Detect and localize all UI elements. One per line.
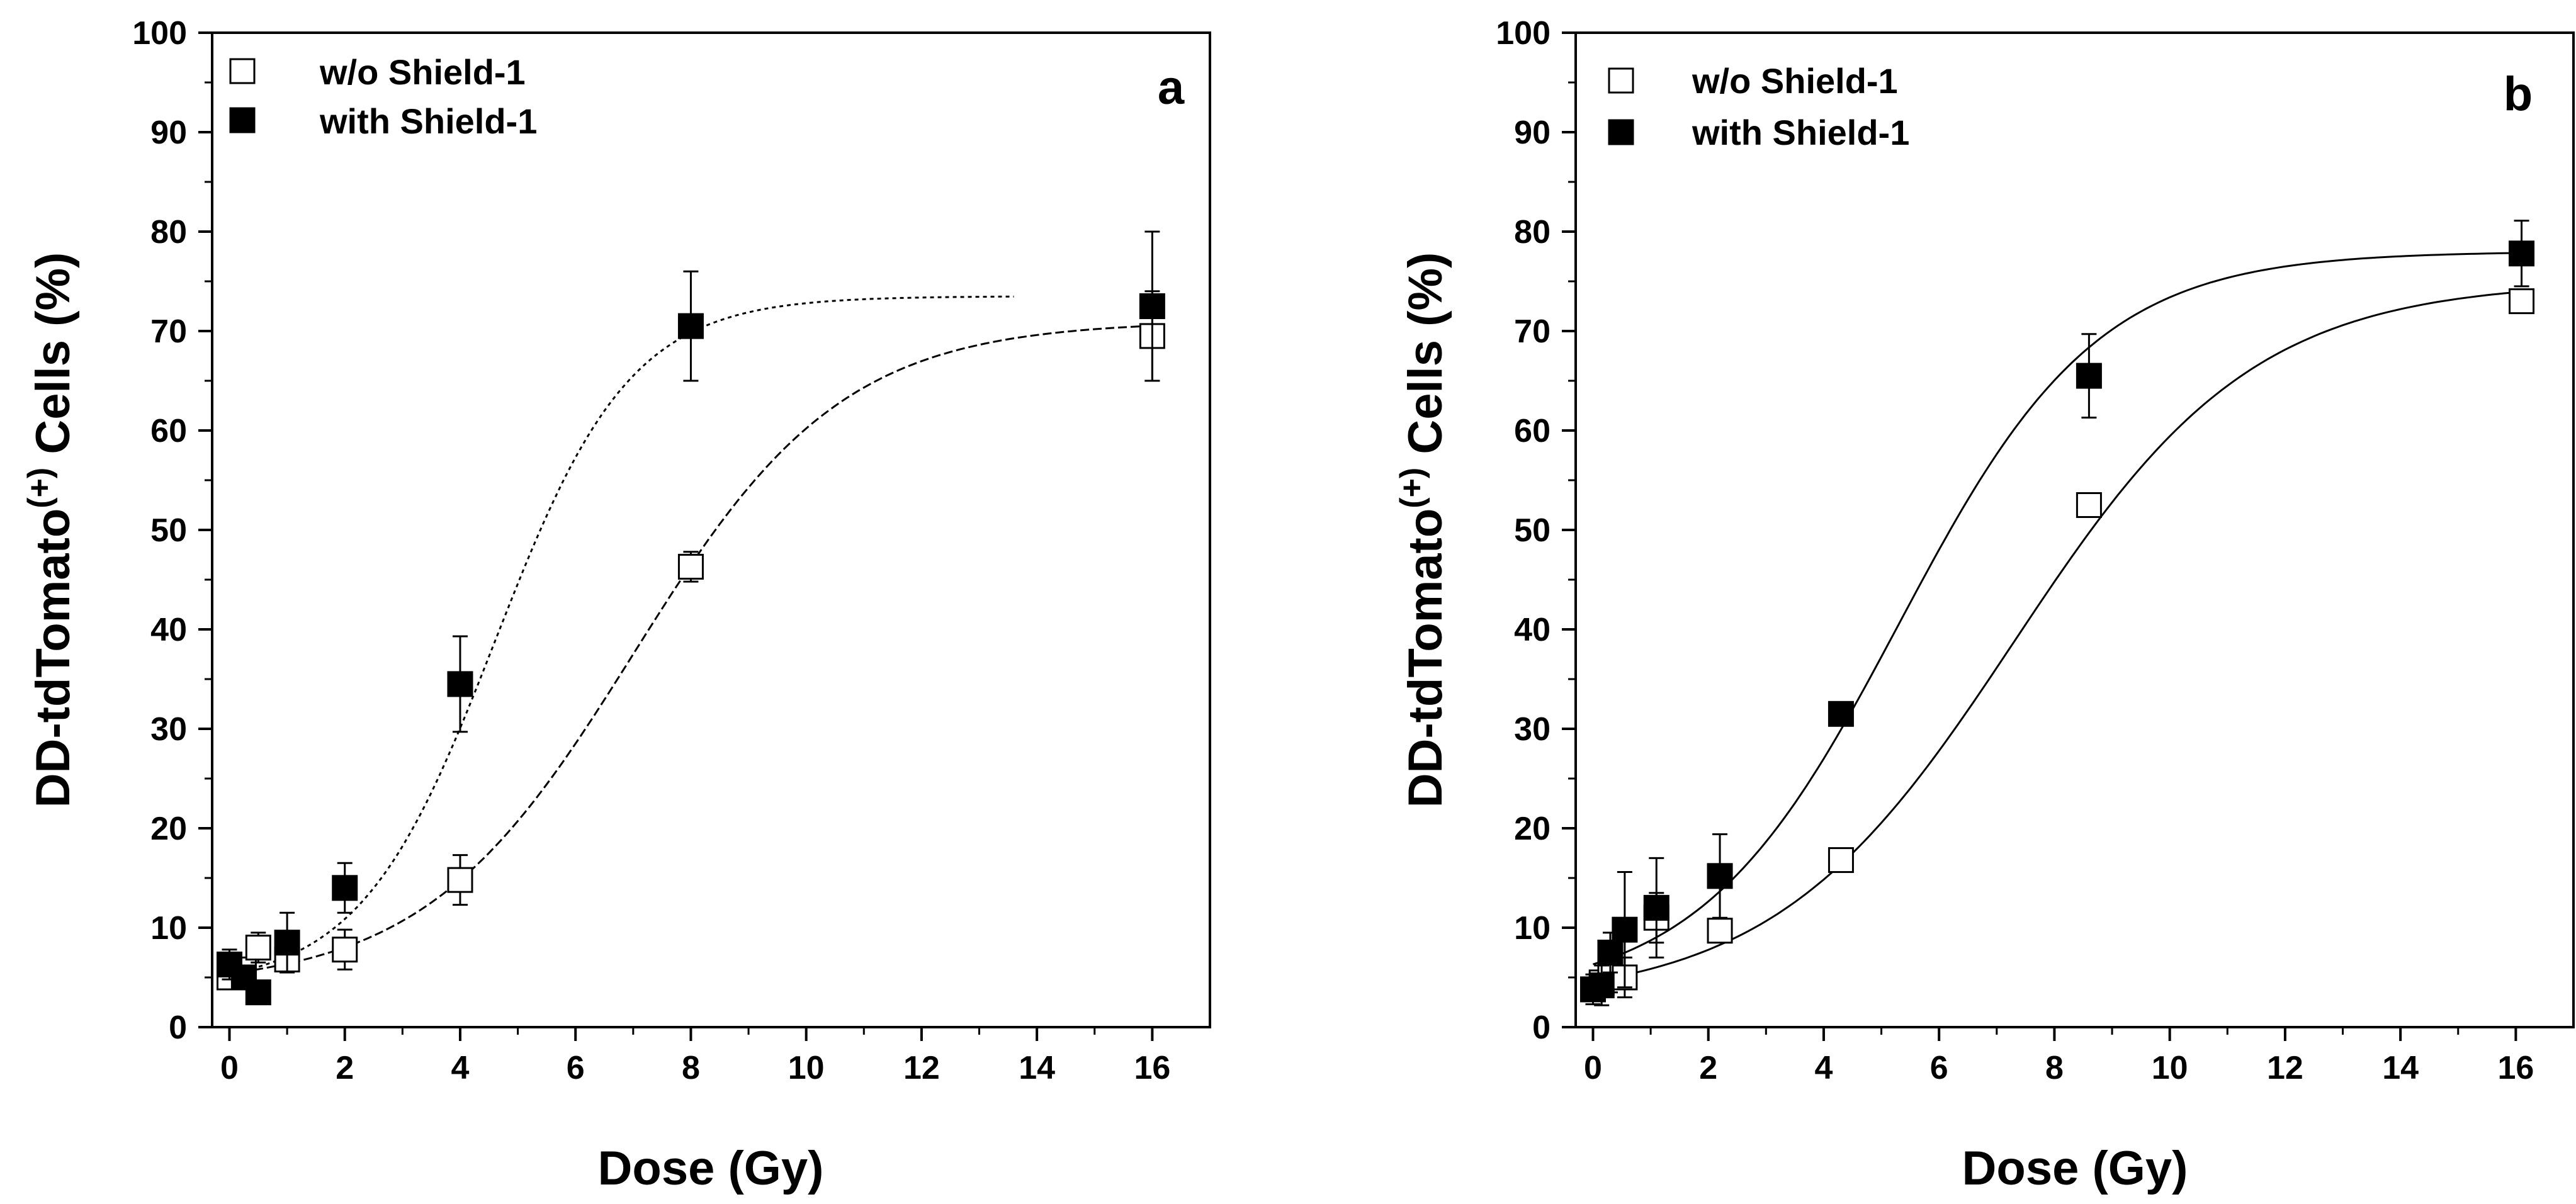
y-tick-label: 10	[150, 910, 187, 947]
panel-a: 0 2 4 6 8 10 12 14 16 0 10 20 30 40 50 60 70 80 90 100 a w/…	[21, 15, 1211, 1195]
data-point-with-shield	[230, 964, 257, 991]
legend: w/o Shield-1 with Shield-1	[229, 52, 537, 141]
data-point-without-shield	[677, 553, 704, 580]
data-point-with-shield	[677, 313, 704, 339]
y-tick-label: 0	[1532, 1010, 1551, 1046]
panel-b: 0 2 4 6 8 10 12 14 16 0 10 20 30 40 50 60 70 80 90 100 b w/…	[1394, 15, 2575, 1195]
data-point-without-shield	[2076, 492, 2102, 518]
data-point-without-shield	[245, 935, 271, 961]
data-point-with-shield	[274, 930, 300, 956]
y-tick-label: 10	[1514, 910, 1551, 947]
x-tick-label: 8	[2045, 1050, 2064, 1086]
data-point-with-shield	[1139, 293, 1165, 319]
y-tick-label: 50	[150, 512, 187, 549]
y-tick-label: 70	[150, 313, 187, 350]
x-tick-label: 10	[2152, 1050, 2188, 1086]
data-point-without-shield	[2509, 288, 2535, 315]
legend-entry-with-shield: with Shield-1	[319, 101, 537, 141]
x-tick-label: 4	[451, 1050, 469, 1086]
y-tick-label: 50	[1514, 512, 1551, 549]
x-tick-label: 10	[788, 1050, 825, 1086]
y-axis-title: DD-tdTomato(+) Cells (%)	[21, 252, 80, 808]
legend-marker-open-square	[229, 58, 256, 84]
x-tick-label: 2	[336, 1050, 354, 1086]
fit-curve	[229, 325, 1153, 975]
fit-curve	[1593, 252, 2516, 965]
x-tick-label: 14	[1019, 1050, 1055, 1086]
data-point-without-shield	[447, 867, 473, 893]
y-tick-label: 40	[150, 612, 187, 648]
x-tick-label: 2	[1699, 1050, 1717, 1086]
y-tick-label: 60	[150, 413, 187, 449]
y-tick-label: 0	[169, 1010, 187, 1046]
data-point-with-shield	[2509, 240, 2535, 267]
data-point-without-shield	[1707, 918, 1733, 944]
data-point-without-shield	[332, 937, 358, 963]
data-point-with-shield	[1707, 863, 1733, 889]
x-axis-title: Dose (Gy)	[1962, 1142, 2188, 1195]
data-point-with-shield	[332, 875, 358, 901]
x-tick-label: 6	[567, 1050, 585, 1086]
y-tick-label: 100	[1496, 15, 1551, 52]
y-tick-label: 40	[1514, 612, 1551, 648]
data-point-with-shield	[245, 979, 271, 1006]
y-tick-label: 20	[1514, 811, 1551, 847]
x-tick-label: 12	[2267, 1050, 2303, 1086]
data-point-with-shield	[1588, 972, 1615, 999]
x-tick-label: 16	[1134, 1050, 1170, 1086]
plot-frame	[211, 31, 1211, 1028]
data-point-with-shield	[216, 951, 242, 977]
y-tick-label: 90	[1514, 115, 1551, 151]
x-tick-label: 16	[2497, 1050, 2534, 1086]
y-tick-label: 100	[132, 15, 187, 52]
data-point-with-shield	[1827, 700, 1854, 727]
data-point-with-shield	[2076, 363, 2102, 389]
legend-marker-open-square	[1608, 67, 1634, 94]
x-axis-title: Dose (Gy)	[598, 1142, 824, 1195]
x-tick-label: 0	[220, 1050, 239, 1086]
y-axis-title: DD-tdTomato(+) Cells (%)	[1394, 252, 1452, 808]
legend-entry-without-shield: w/o Shield-1	[1692, 61, 1898, 101]
x-tick-label: 8	[682, 1050, 700, 1086]
y-tick-label: 30	[150, 711, 187, 748]
data-point-with-shield	[1597, 940, 1624, 965]
panel-letter: a	[1158, 61, 1185, 115]
y-tick-label: 90	[150, 115, 187, 151]
y-tick-label: 30	[1514, 711, 1551, 748]
data-point-without-shield	[1827, 847, 1854, 874]
y-tick-label: 80	[150, 214, 187, 250]
x-tick-label: 4	[1814, 1050, 1833, 1086]
data-point-with-shield	[447, 671, 473, 697]
legend-marker-filled-square	[229, 107, 256, 133]
legend-entry-without-shield: w/o Shield-1	[319, 52, 526, 92]
panel-letter: b	[2504, 67, 2533, 121]
data-point-with-shield	[1612, 916, 1638, 943]
y-tick-label: 80	[1514, 214, 1551, 250]
x-tick-label: 12	[903, 1050, 940, 1086]
y-tick-label: 60	[1514, 413, 1551, 449]
legend: w/o Shield-1 with Shield-1	[1608, 61, 1909, 152]
data-point-with-shield	[1643, 894, 1669, 921]
y-tick-label: 70	[1514, 313, 1551, 350]
fit-curve	[229, 295, 1014, 975]
x-tick-label: 0	[1584, 1050, 1602, 1086]
y-tick-label: 20	[150, 811, 187, 847]
x-tick-label: 14	[2382, 1050, 2419, 1086]
legend-entry-with-shield: with Shield-1	[1692, 113, 1909, 152]
fit-curve	[1593, 291, 2516, 982]
legend-marker-filled-square	[1608, 119, 1634, 145]
x-tick-label: 6	[1930, 1050, 1948, 1086]
